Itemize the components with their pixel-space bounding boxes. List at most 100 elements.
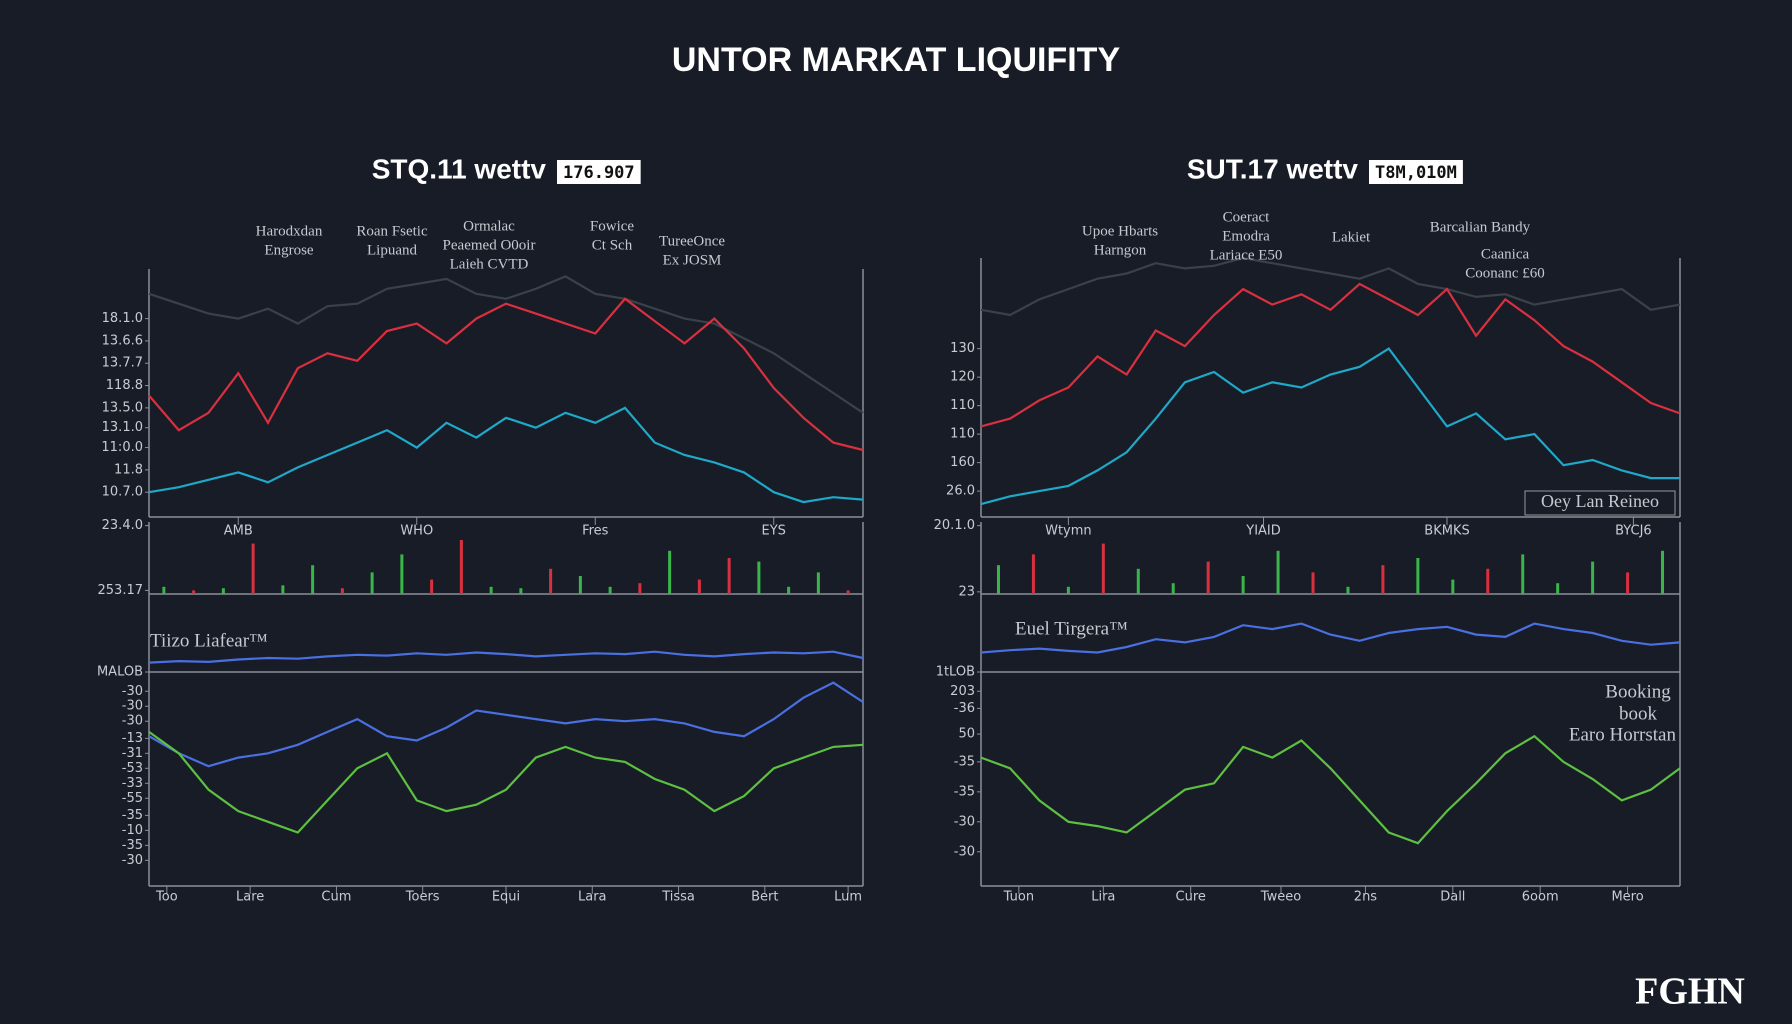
y-tick-label: -55 (122, 791, 143, 806)
volume-bar (459, 540, 463, 594)
volume-bar (787, 586, 791, 594)
x-tick-label: Tuon (1003, 890, 1034, 905)
y-tick-label: 160 (950, 455, 975, 470)
volume-bar (816, 572, 820, 594)
x-tick-label: Mero (1611, 890, 1643, 905)
volume-bar (608, 586, 612, 594)
series-line (980, 256, 1681, 317)
series-line (980, 734, 1681, 845)
annotation: Ormalac (463, 218, 515, 234)
annotation: Caanica (1481, 246, 1530, 262)
volume-bar (1626, 572, 1630, 594)
annotation: Barcalian Bandy (1430, 219, 1531, 235)
series-line (148, 275, 864, 414)
volume-bar (578, 576, 582, 594)
x-tick-label: Lare (236, 890, 264, 905)
series-line (148, 731, 864, 834)
watermark: FGHN (1635, 971, 1745, 1013)
volume-bar (1206, 561, 1210, 594)
y-tick-label: 253.17 (98, 583, 144, 598)
volume-bar (1486, 568, 1490, 594)
x-tick-label: Tweeo (1260, 890, 1301, 905)
annotation: Booking (1605, 681, 1671, 702)
volume-bar (697, 579, 701, 594)
volume-bar (1066, 586, 1070, 594)
y-tick-label: 10.7.0 (102, 485, 143, 500)
indicator-label: Tiizo Liafear™ (150, 630, 268, 651)
volume-bar (757, 561, 761, 594)
y-tick-label: -30 (122, 699, 143, 714)
indicator-label: Euel Tirgera™ (1015, 618, 1128, 639)
y-tick-label: 13.5.0 (102, 400, 143, 415)
series-line (980, 622, 1681, 654)
volume-bar (221, 588, 225, 594)
y-tick-label: 23.4.0 (102, 518, 143, 533)
volume-bar (1241, 576, 1245, 594)
volume-bar (727, 558, 731, 594)
annotation: Fowice (590, 218, 635, 234)
panel-title: SUT.17 wettv (1187, 153, 1359, 184)
note-box (1524, 490, 1676, 516)
volume-bar (1171, 583, 1175, 594)
x-tick-label: 6oom (1522, 890, 1559, 905)
series-line (148, 681, 864, 768)
volume-bar (192, 590, 196, 594)
annotation: Lakiet (1332, 229, 1371, 245)
annotation: Coonanc £60 (1465, 265, 1545, 281)
y-tick-label: 20.1.0 (934, 518, 975, 533)
y-tick-label: -35 (122, 838, 143, 853)
volume-bar (400, 554, 404, 594)
annotation: Upoe Hbarts (1082, 223, 1158, 239)
volume-bar (1451, 579, 1455, 594)
y-tick-label: -36 (954, 701, 975, 716)
series-line (148, 406, 864, 504)
volume-bar (846, 590, 850, 594)
page-title: UNTOR MARKAT LIQUIFITY (672, 41, 1121, 79)
x-tick-label: Wtymn (1045, 524, 1092, 539)
x-tick-label: Toers (405, 890, 440, 905)
y-tick-label: -30 (954, 814, 975, 829)
x-tick-label: Cum (321, 890, 351, 905)
y-tick-label: 13.1.0 (102, 420, 143, 435)
y-tick-label: -10 (122, 823, 143, 838)
volume-bar (1311, 572, 1315, 594)
y-tick-label: 11:0.0 (101, 440, 143, 455)
annotation: Lipuand (367, 242, 417, 258)
volume-bar (1661, 550, 1665, 594)
y-tick-label: -53 (122, 761, 143, 776)
volume-bar (340, 588, 344, 594)
volume-bar (638, 583, 642, 594)
y-tick-label: 18.1.0 (102, 311, 143, 326)
annotation: Harodxdan (256, 223, 323, 239)
y-tick-label: 26.0 (946, 484, 975, 499)
annotation: Ex JOSM (663, 252, 722, 268)
y-tick-label: -30 (122, 853, 143, 868)
x-tick-label: YIAID (1245, 524, 1281, 539)
y-tick-label: -35 (954, 784, 975, 799)
volume-bar (1276, 550, 1280, 594)
x-tick-label: Equi (492, 890, 520, 905)
annotation: Peaemed O0oir (443, 237, 536, 253)
y-tick-label: 11.8 (114, 462, 143, 477)
annotation: book (1619, 703, 1658, 724)
y-tick-label: -35 (954, 754, 975, 769)
volume-bar (996, 565, 1000, 594)
x-tick-label: Too (155, 890, 178, 905)
y-tick-label: 110 (950, 398, 975, 413)
y-tick-label: 1tLOB (936, 665, 975, 680)
series-line (980, 282, 1681, 428)
badge-box (557, 160, 641, 184)
volume-bar (489, 586, 493, 594)
volume-bar (549, 568, 553, 594)
x-tick-label: Tissa (661, 890, 695, 905)
y-tick-label: -33 (122, 776, 143, 791)
volume-bar (311, 565, 315, 594)
volume-bar (370, 572, 374, 594)
badge: T8M,010M (1375, 163, 1457, 183)
volume-bar (1556, 583, 1560, 594)
volume-bar (1416, 558, 1420, 594)
x-tick-label: Lira (1091, 890, 1115, 905)
volume-bar (281, 585, 285, 594)
